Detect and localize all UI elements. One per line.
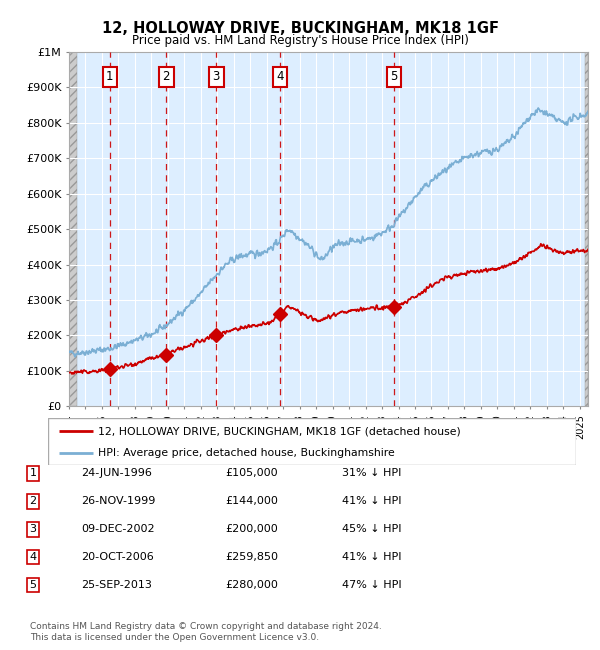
Text: 41% ↓ HPI: 41% ↓ HPI: [342, 552, 401, 562]
Bar: [69, 52, 77, 406]
Text: 4: 4: [276, 70, 284, 83]
Text: Contains HM Land Registry data © Crown copyright and database right 2024.
This d: Contains HM Land Registry data © Crown c…: [30, 622, 382, 642]
Text: 31% ↓ HPI: 31% ↓ HPI: [342, 468, 401, 478]
Text: Price paid vs. HM Land Registry's House Price Index (HPI): Price paid vs. HM Land Registry's House …: [131, 34, 469, 47]
Text: 2: 2: [163, 70, 170, 83]
Text: 3: 3: [212, 70, 220, 83]
Text: 5: 5: [391, 70, 398, 83]
Text: £105,000: £105,000: [225, 468, 278, 478]
Text: 5: 5: [29, 580, 37, 590]
Text: 12, HOLLOWAY DRIVE, BUCKINGHAM, MK18 1GF: 12, HOLLOWAY DRIVE, BUCKINGHAM, MK18 1GF: [101, 21, 499, 36]
Text: 12, HOLLOWAY DRIVE, BUCKINGHAM, MK18 1GF (detached house): 12, HOLLOWAY DRIVE, BUCKINGHAM, MK18 1GF…: [98, 426, 461, 436]
Text: £144,000: £144,000: [225, 496, 278, 506]
Text: £280,000: £280,000: [225, 580, 278, 590]
Bar: [585, 52, 588, 406]
Text: 3: 3: [29, 524, 37, 534]
Text: 20-OCT-2006: 20-OCT-2006: [81, 552, 154, 562]
Text: 25-SEP-2013: 25-SEP-2013: [81, 580, 152, 590]
Text: 2: 2: [29, 496, 37, 506]
Text: 1: 1: [106, 70, 113, 83]
Text: £200,000: £200,000: [225, 524, 278, 534]
Text: 24-JUN-1996: 24-JUN-1996: [81, 468, 152, 478]
Text: 41% ↓ HPI: 41% ↓ HPI: [342, 496, 401, 506]
Text: 45% ↓ HPI: 45% ↓ HPI: [342, 524, 401, 534]
Text: 1: 1: [29, 468, 37, 478]
Text: 4: 4: [29, 552, 37, 562]
Text: HPI: Average price, detached house, Buckinghamshire: HPI: Average price, detached house, Buck…: [98, 448, 395, 458]
Text: £259,850: £259,850: [225, 552, 278, 562]
Text: 26-NOV-1999: 26-NOV-1999: [81, 496, 155, 506]
Text: 09-DEC-2002: 09-DEC-2002: [81, 524, 155, 534]
Text: 47% ↓ HPI: 47% ↓ HPI: [342, 580, 401, 590]
